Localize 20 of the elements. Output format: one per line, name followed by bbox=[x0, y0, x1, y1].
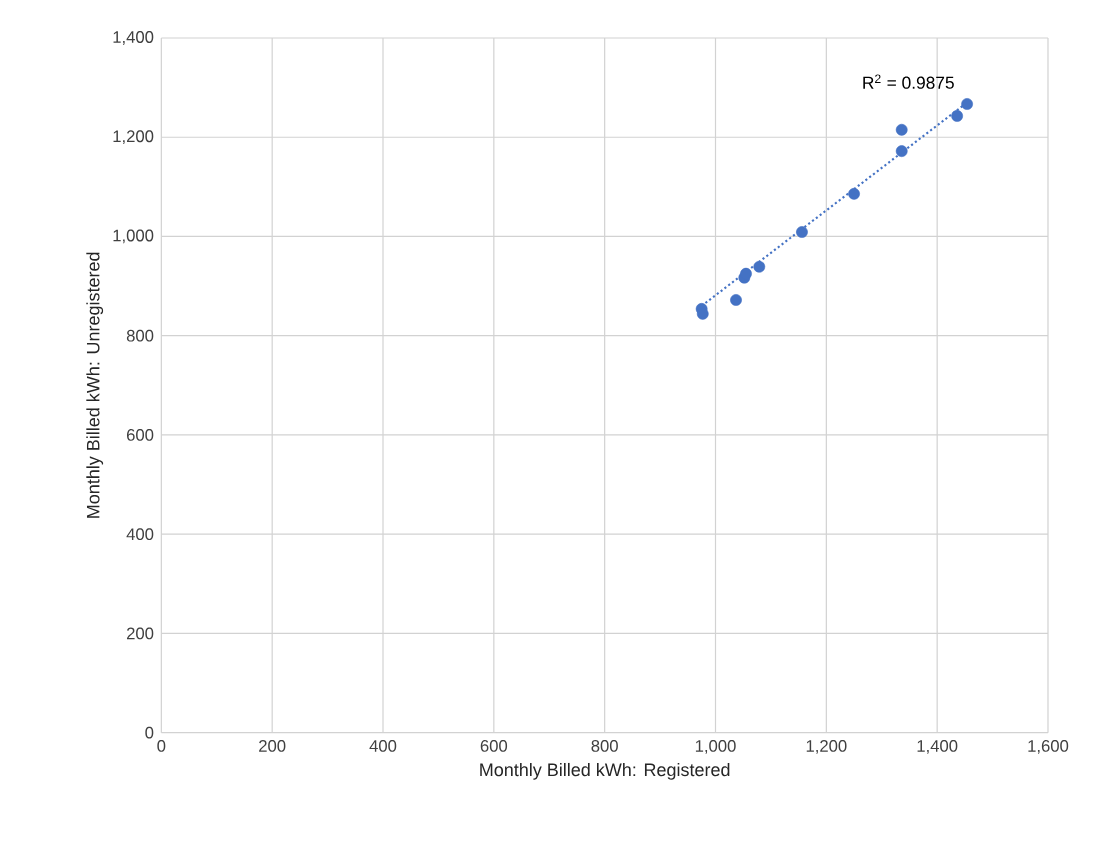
x-tick-label: 1,200 bbox=[806, 740, 847, 754]
y-tick-label: 600 bbox=[126, 429, 154, 441]
x-axis-title: Monthly Billed kWh: Registered bbox=[480, 762, 730, 780]
x-tick-label: 1,400 bbox=[917, 740, 958, 754]
y-tick-label: 400 bbox=[126, 528, 154, 541]
x-tick-label: 1,000 bbox=[695, 740, 736, 754]
y-axis-title: Monthly Billed kWh: Unregistered bbox=[86, 252, 104, 518]
y-tick-label: 1,400 bbox=[113, 31, 154, 45]
y-tick-label: 1,000 bbox=[113, 229, 154, 244]
y-tick-label: 800 bbox=[126, 329, 154, 342]
x-tick-label: 600 bbox=[480, 740, 508, 752]
x-tick-label: 200 bbox=[259, 740, 286, 752]
x-tick-label: 400 bbox=[369, 740, 397, 752]
x-tick-label: 1,600 bbox=[1028, 740, 1069, 754]
x-tick-label: 0 bbox=[157, 740, 166, 752]
x-tick-label: 800 bbox=[591, 740, 618, 752]
annotation: R$^{2}$ = 0.9875 bbox=[863, 74, 954, 89]
y-tick-label: 0 bbox=[145, 726, 154, 739]
y-tick-label: 1,200 bbox=[113, 130, 154, 145]
y-tick-label: 200 bbox=[126, 627, 154, 640]
